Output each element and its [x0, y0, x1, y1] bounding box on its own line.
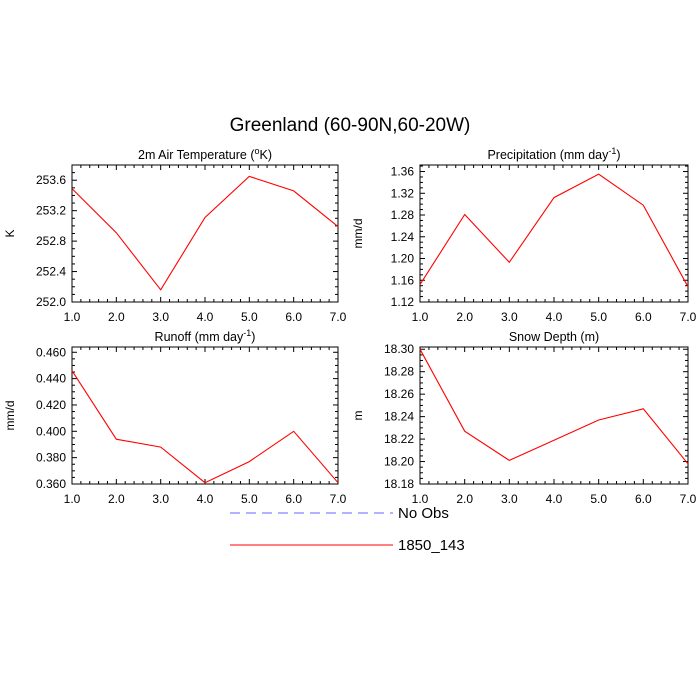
- y-tick-label: 0.380: [36, 451, 66, 465]
- panels: 2m Air Temperature (oK) K 1.0 2.0 3.0 4.0 5.0 6…: [3, 146, 697, 506]
- x-tick-label: 5.0: [241, 310, 258, 324]
- panel-title: Precipitation (mm day-1): [487, 146, 620, 162]
- y-tick-label: 1.32: [391, 186, 415, 200]
- x-tick-label: 4.0: [197, 310, 214, 324]
- x-tick-label: 5.0: [590, 310, 607, 324]
- x-tick-label: 6.0: [635, 492, 652, 506]
- y-tick-label: 0.400: [36, 424, 66, 438]
- panel-4: Snow Depth (m) m 1.0 2.0 3.0 4.0 5.0 6.0 7.0 18.1…: [351, 330, 697, 506]
- x-tick-label: 3.0: [501, 310, 518, 324]
- x-tick-label: 6.0: [635, 310, 652, 324]
- panel-3: Runoff (mm day-1) mm/d 1.0 2.0 3.0 4.0 5.0 6.0 7…: [3, 328, 347, 506]
- x-tick-label: 2.0: [456, 492, 473, 506]
- series-line: [419, 173, 689, 288]
- y-tick-label: 252.0: [36, 295, 66, 309]
- series-line: [71, 370, 339, 484]
- y-tick-label: 18.18: [384, 477, 414, 491]
- x-tick-label: 7.0: [680, 492, 697, 506]
- y-tick-label: 18.22: [384, 432, 414, 446]
- x-tick-label: 7.0: [680, 310, 697, 324]
- y-axis-label: K: [3, 229, 17, 237]
- x-tick-label: 7.0: [330, 492, 347, 506]
- panel-1: 2m Air Temperature (oK) K 1.0 2.0 3.0 4.0 5.0 6…: [3, 146, 347, 324]
- x-tick-label: 6.0: [285, 492, 302, 506]
- plot-frame: [71, 164, 339, 303]
- panel-title: 2m Air Temperature (oK): [138, 146, 272, 162]
- x-tick-label: 4.0: [197, 492, 214, 506]
- y-tick-label: 1.28: [391, 208, 415, 222]
- legend-label: No Obs: [398, 505, 449, 522]
- y-tick-label: 253.2: [36, 204, 66, 218]
- y-axis-label: mm/d: [3, 401, 17, 431]
- panel-title: Snow Depth (m): [509, 330, 599, 344]
- y-tick-label: 0.440: [36, 372, 66, 386]
- y-tick-label: 1.36: [391, 165, 415, 179]
- x-tick-label: 1.0: [64, 310, 81, 324]
- x-tick-label: 5.0: [241, 492, 258, 506]
- plot-frame: [419, 346, 689, 485]
- plot-frame: [419, 164, 689, 303]
- y-axis-label: mm/d: [351, 219, 365, 249]
- y-tick-label: 18.24: [384, 410, 414, 424]
- x-tick-label: 3.0: [152, 310, 169, 324]
- x-tick-label: 1.0: [64, 492, 81, 506]
- x-tick-label: 4.0: [546, 492, 563, 506]
- y-tick-label: 0.420: [36, 398, 66, 412]
- y-tick-label: 18.30: [384, 342, 414, 356]
- legend: No Obs 1850_143: [230, 505, 465, 554]
- y-tick-label: 252.8: [36, 234, 66, 248]
- y-tick-label: 1.20: [391, 252, 415, 266]
- y-tick-label: 0.460: [36, 345, 66, 359]
- y-tick-label: 1.12: [391, 295, 415, 309]
- y-tick-label: 18.28: [384, 365, 414, 379]
- x-tick-label: 6.0: [285, 310, 302, 324]
- series-line: [71, 175, 339, 291]
- y-tick-label: 252.4: [36, 265, 66, 279]
- x-tick-label: 7.0: [330, 310, 347, 324]
- y-tick-label: 0.360: [36, 477, 66, 491]
- x-tick-label: 1.0: [412, 492, 429, 506]
- y-axis-label: m: [351, 411, 365, 421]
- panel-2: Precipitation (mm day-1) mm/d 1.0 2.0 3.0 4.0…: [351, 146, 697, 324]
- plot-frame: [71, 346, 339, 485]
- x-tick-label: 5.0: [590, 492, 607, 506]
- x-tick-label: 1.0: [412, 310, 429, 324]
- y-tick-label: 18.26: [384, 387, 414, 401]
- x-tick-label: 2.0: [108, 492, 125, 506]
- y-tick-label: 253.6: [36, 173, 66, 187]
- x-tick-label: 3.0: [501, 492, 518, 506]
- x-tick-label: 2.0: [108, 310, 125, 324]
- x-tick-label: 4.0: [546, 310, 563, 324]
- x-tick-label: 3.0: [152, 492, 169, 506]
- y-tick-label: 1.16: [391, 273, 415, 287]
- y-tick-label: 18.20: [384, 455, 414, 469]
- figure-title: Greenland (60-90N,60-20W): [230, 115, 471, 136]
- x-tick-label: 2.0: [456, 310, 473, 324]
- y-tick-label: 1.24: [391, 230, 415, 244]
- legend-label: 1850_143: [398, 537, 465, 554]
- series-line: [419, 348, 689, 465]
- panel-title: Runoff (mm day-1): [155, 328, 256, 344]
